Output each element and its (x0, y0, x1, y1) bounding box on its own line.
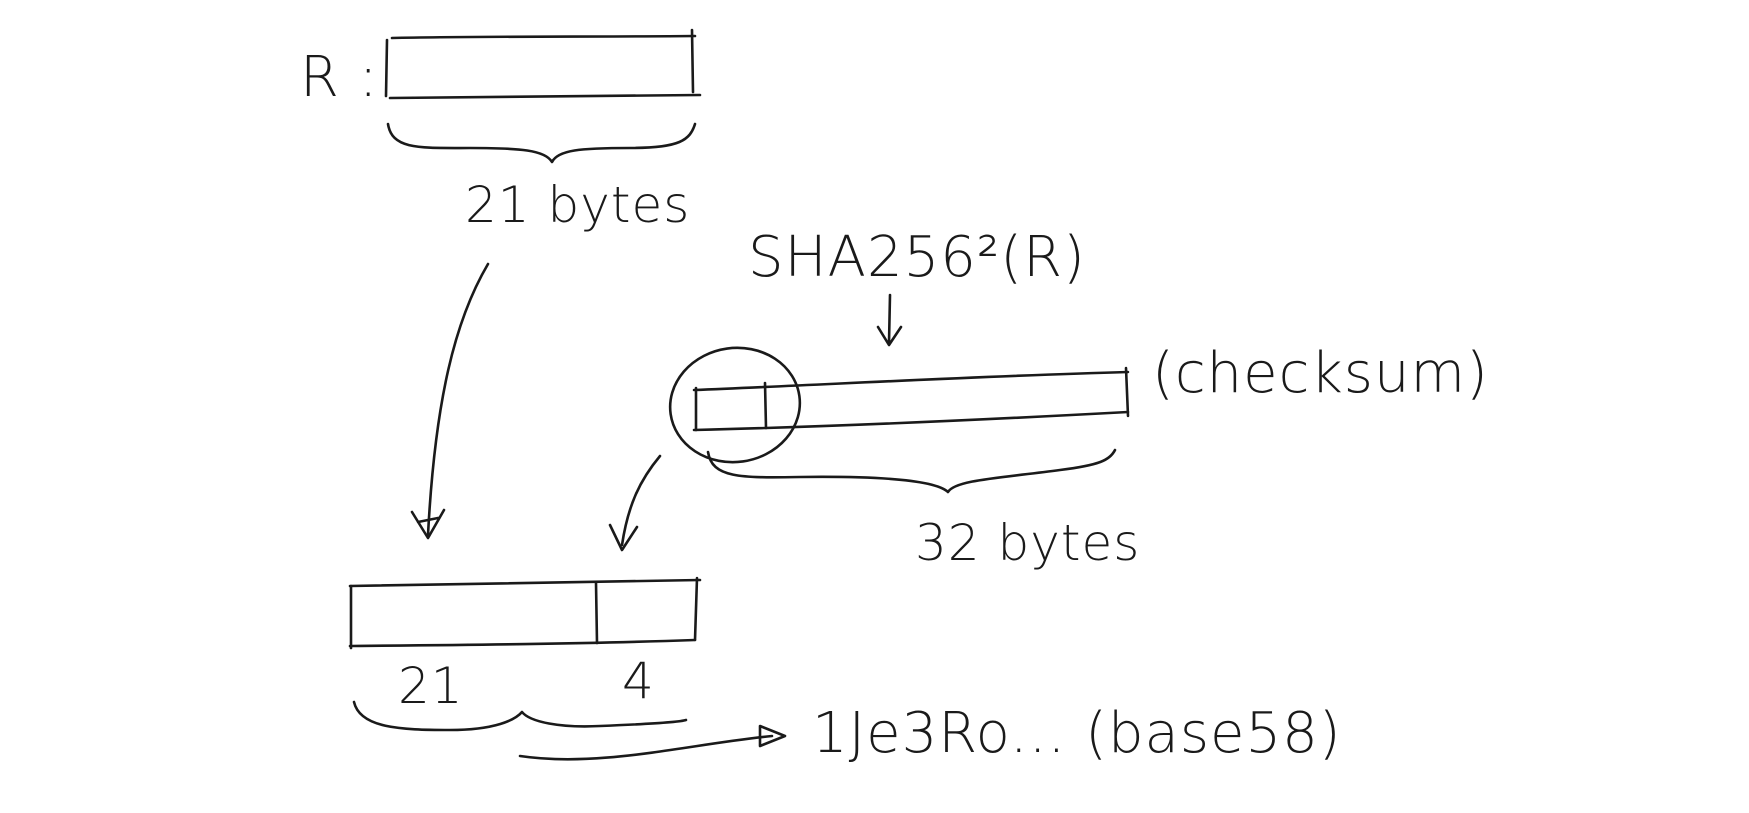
checksum-divider (763, 381, 768, 430)
checksum-label: (checksum) (1152, 341, 1489, 406)
output-divider (594, 581, 599, 645)
hash-size-brace (706, 448, 1117, 494)
encoded-result: 1Je3Ro... (base58) (812, 701, 1342, 766)
output-to-encoded-arrow (518, 734, 774, 761)
checksum-to-output-arrow (620, 454, 662, 547)
output-box (348, 576, 702, 650)
output-right-size: 4 (622, 652, 655, 710)
checksum-arrowhead (608, 523, 639, 552)
output-left-size: 21 (398, 657, 464, 715)
output-brace (352, 700, 688, 732)
r-label: R : (300, 45, 379, 110)
hash-down-arrow (876, 293, 903, 347)
checksum-circle (668, 346, 802, 464)
r-to-output-arrow (426, 262, 490, 537)
r-size-brace (386, 122, 697, 164)
hash-size-label: 32 bytes (915, 514, 1140, 572)
hash-box (692, 366, 1130, 432)
encoded-arrowhead (758, 724, 787, 748)
hash-label: SHA256²(R) (748, 225, 1086, 290)
r-size-label: 21 bytes (465, 176, 690, 234)
r-arrowhead (410, 508, 446, 540)
r-box (384, 28, 702, 100)
